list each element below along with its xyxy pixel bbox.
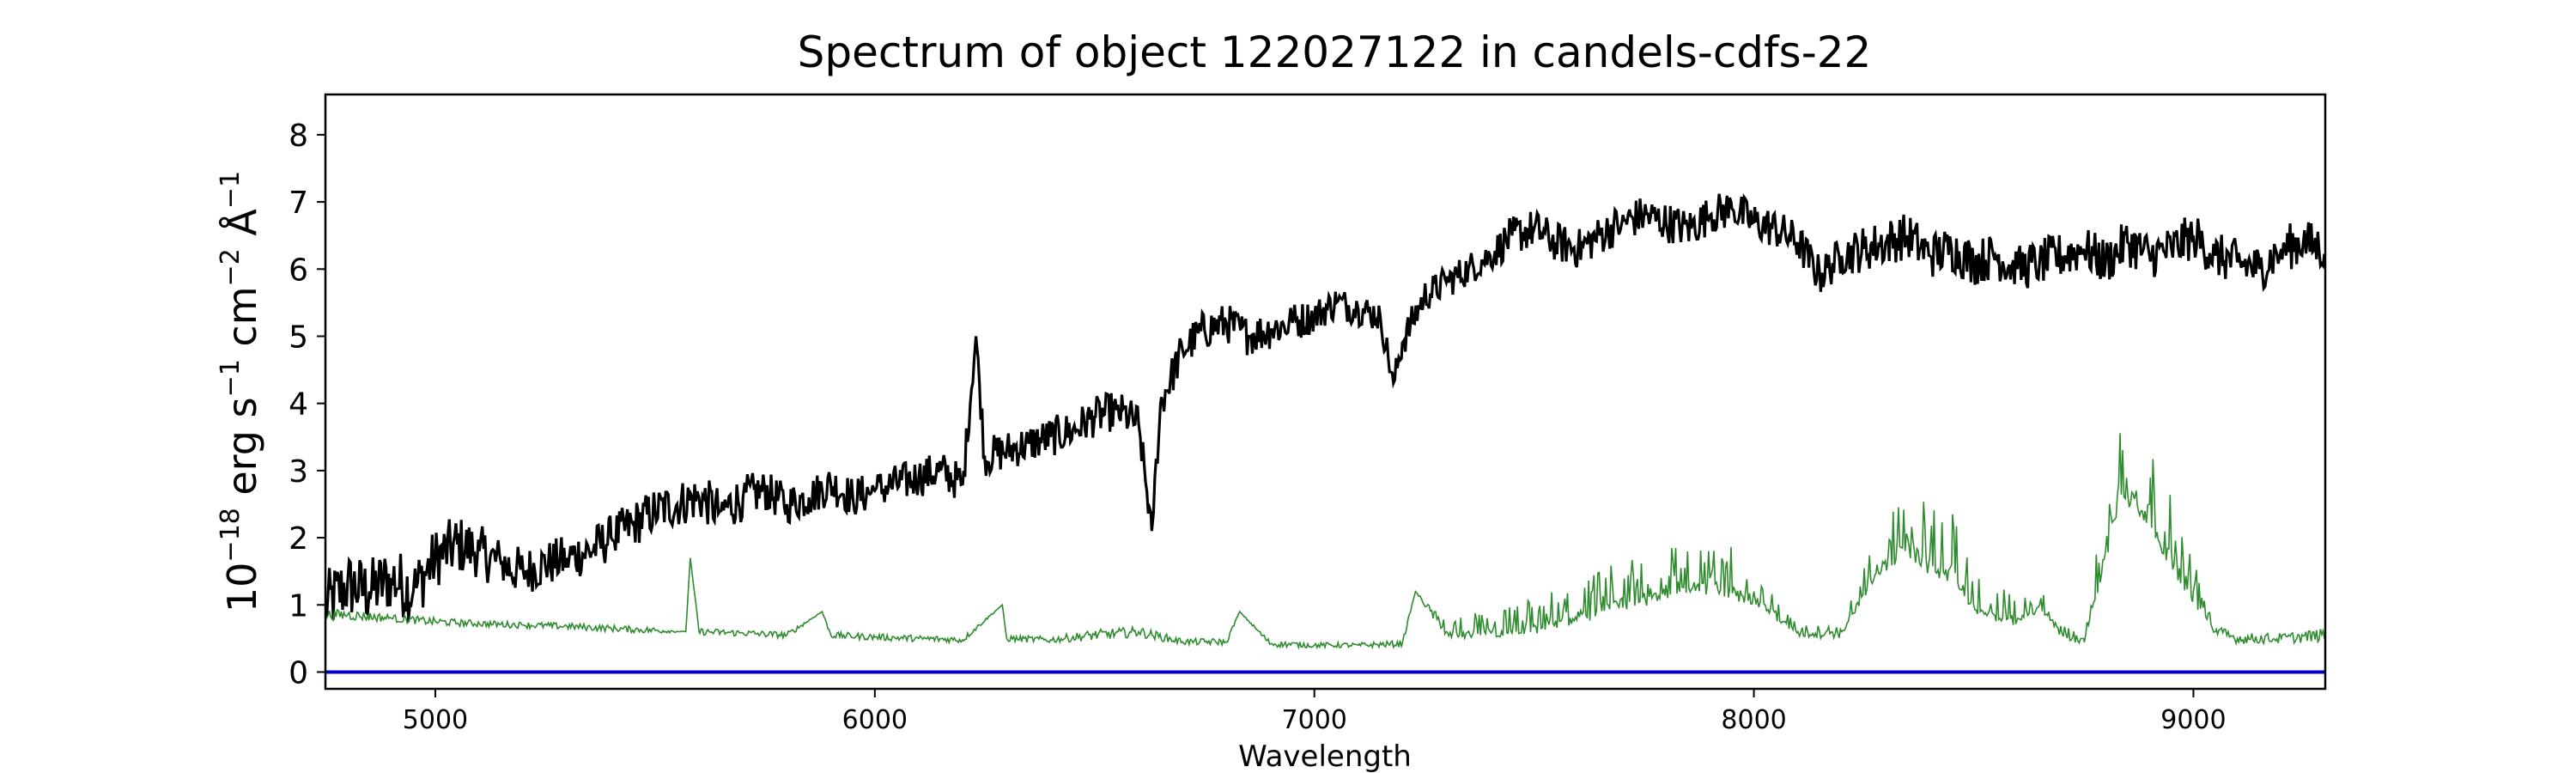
x-tick-label: 9000 <box>2160 705 2226 735</box>
x-tick-label: 7000 <box>1282 705 1347 735</box>
x-tick-label: 5000 <box>403 705 468 735</box>
y-tick-label: 0 <box>289 655 308 691</box>
y-label-s-exp: −1 <box>216 359 246 397</box>
chart-title: Spectrum of object 122027122 in candels-… <box>798 27 1872 77</box>
y-tick-label: 3 <box>289 454 308 490</box>
y-tick-label: 6 <box>289 253 308 288</box>
noise-series-line <box>325 433 2325 650</box>
x-tick-label: 6000 <box>842 705 908 735</box>
x-axis-ticks: 5000 6000 7000 8000 9000 <box>403 689 2227 735</box>
y-label-cm: cm <box>219 286 265 359</box>
y-axis-ticks: 0 1 2 3 4 5 6 7 8 <box>289 119 325 691</box>
y-tick-label: 2 <box>289 521 308 557</box>
y-tick-label: 4 <box>289 387 308 423</box>
x-axis-label: Wavelength <box>1238 740 1412 773</box>
series-layer <box>325 193 2325 674</box>
flux-series-line <box>325 193 2325 622</box>
y-tick-label: 5 <box>289 320 308 355</box>
y-tick-label: 1 <box>289 588 308 624</box>
y-label-base: 10 <box>219 563 265 613</box>
y-tick-label: 7 <box>289 186 308 221</box>
y-tick-label: 8 <box>289 119 308 154</box>
y-label-unit: erg s <box>219 397 265 508</box>
y-axis-label: 10−18 erg s−1 cm−2 Å−1 <box>216 171 265 612</box>
y-label-angstrom: Å <box>219 209 265 249</box>
y-label-exp: −18 <box>216 508 246 562</box>
y-label-cm-exp: −2 <box>216 248 246 286</box>
x-tick-label: 8000 <box>1721 705 1786 735</box>
y-label-a-exp: −1 <box>216 171 246 209</box>
plot-frame <box>324 93 2327 691</box>
